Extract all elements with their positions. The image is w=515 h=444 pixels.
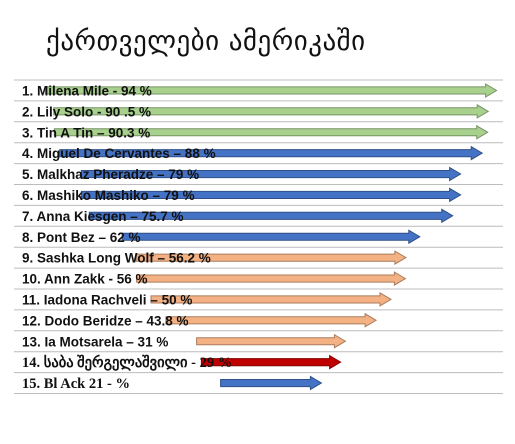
arrow-mark-11 xyxy=(150,292,392,307)
arrow-mark-2 xyxy=(53,104,490,119)
row-label-8: 8. Pont Bez – 62 % xyxy=(22,230,141,245)
row-label-9: 9. Sashka Long Wolf – 56.2 % xyxy=(22,251,211,266)
row-label-3: 3. Tin A Tin – 90.3 % xyxy=(22,125,150,140)
arrow-mark-7 xyxy=(88,208,454,224)
arrow-mark-3 xyxy=(53,124,489,140)
arrow-mark-6 xyxy=(80,187,462,203)
arrow-mark-9 xyxy=(135,250,407,265)
row-label-4: 4. Miguel De Cervantes – 88 % xyxy=(22,146,216,161)
row-label-11: 11. Iadona Rachveli – 50 % xyxy=(22,292,192,307)
arrow-mark-5 xyxy=(80,166,462,182)
row-label-12: 12. Dodo Beridze – 43.8 % xyxy=(22,313,189,328)
arrow-mark-8 xyxy=(121,229,421,245)
row-label-5: 5. Malkhaz Pheradze – 79 % xyxy=(22,167,199,182)
row-label-10: 10. Ann Zakk - 56 % xyxy=(22,272,148,287)
arrow-mark-14 xyxy=(200,354,342,370)
row-label-2: 2. Lily Solo - 90 .5 % xyxy=(22,104,151,119)
arrow-mark-13 xyxy=(196,333,347,349)
row-label-7: 7. Anna Kiesgen – 75.7 % xyxy=(22,209,184,224)
arrow-mark-1 xyxy=(44,83,498,98)
arrow-mark-15 xyxy=(220,375,323,391)
arrow-mark-10 xyxy=(136,271,407,286)
arrow-mark-12 xyxy=(165,312,378,328)
row-label-15: 15. Bl Ack 21 - % xyxy=(22,376,130,392)
row-label-1: 1. Milena Mile - 94 % xyxy=(22,83,152,98)
row-label-13: 13. Ia Motsarela – 31 % xyxy=(22,334,168,349)
arrow-mark-4 xyxy=(59,145,484,161)
row-label-6: 6. Mashiko Mashiko – 79 % xyxy=(22,188,195,203)
chart-title: ქართველები ამერიკაში xyxy=(46,26,366,57)
row-label-14: 14. საბა შერგელაშვილი - 29 % xyxy=(22,354,232,371)
